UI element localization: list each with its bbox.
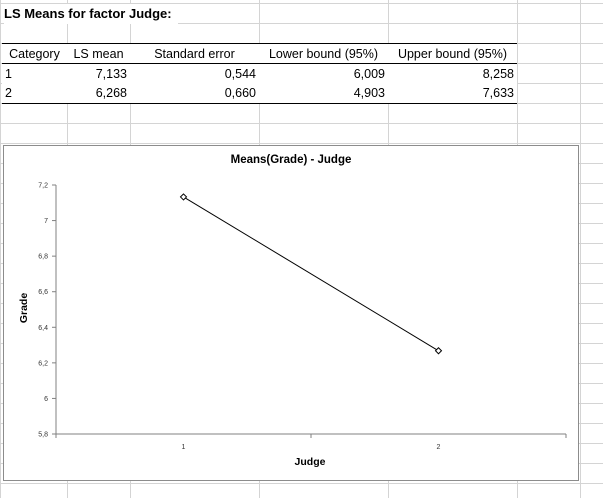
results-title[interactable]: LS Means for factor Judge: — [4, 4, 178, 24]
y-tick-label: 6,8 — [38, 254, 48, 261]
x-axis-title[interactable]: Judge — [295, 456, 326, 468]
y-tick-label: 5,8 — [38, 432, 48, 439]
cell-standard-error[interactable]: 0,660 — [130, 83, 259, 104]
x-tick-label: 2 — [437, 444, 441, 451]
cell-ls-mean[interactable]: 6,268 — [67, 83, 130, 104]
y-tick-label: 6,4 — [38, 325, 48, 332]
header-ls-mean[interactable]: LS mean — [67, 43, 130, 64]
header-category[interactable]: Category — [2, 43, 67, 64]
series-line — [183, 196, 439, 352]
cell-ls-mean[interactable]: 7,133 — [95, 66, 127, 81]
cell-lower-bound[interactable]: 6,009 — [353, 66, 385, 81]
cell-upper-bound[interactable]: 7,633 — [388, 83, 517, 104]
cell-category[interactable]: 1 — [5, 66, 12, 81]
y-axis-title[interactable]: Grade — [18, 293, 30, 324]
header-standard-error[interactable]: Standard error — [130, 43, 259, 64]
means-chart[interactable]: Means(Grade) - Judge Judge Grade 5,8 6 6,2… — [3, 145, 579, 481]
cell-upper-bound[interactable]: 8,258 — [482, 66, 514, 81]
header-lower-bound[interactable]: Lower bound (95%) — [259, 43, 388, 64]
cell-standard-error[interactable]: 0,544 — [224, 66, 256, 81]
table-header-row: Category LS mean Standard error Lower bo… — [2, 43, 517, 64]
cell-category[interactable]: 2 — [2, 83, 67, 104]
chart-axes: 5,8 6 6,2 6,4 6,6 6,8 7 7,2 1 2 — [38, 183, 567, 451]
data-point-marker — [434, 347, 443, 355]
header-upper-bound[interactable]: Upper bound (95%) — [388, 43, 517, 64]
y-tick-label: 6,6 — [38, 289, 48, 296]
y-tick-label: 6,2 — [38, 360, 48, 367]
y-tick-label: 6 — [44, 396, 48, 403]
column-divider — [580, 0, 581, 498]
table-row: 2 6,268 0,660 4,903 7,633 — [2, 83, 517, 104]
x-tick-label: 1 — [182, 444, 186, 451]
ls-means-table: Category LS mean Standard error Lower bo… — [2, 43, 517, 104]
chart-marks — [179, 193, 443, 355]
cell-lower-bound[interactable]: 4,903 — [259, 83, 388, 104]
chart-canvas: Means(Grade) - Judge Judge Grade 5,8 6 6,2… — [18, 154, 567, 468]
chart-title[interactable]: Means(Grade) - Judge — [231, 154, 352, 166]
y-tick-label: 7,2 — [38, 183, 48, 190]
y-tick-label: 7 — [44, 218, 48, 225]
table-row: 1 7,133 0,544 6,009 8,258 — [2, 64, 517, 84]
data-point-marker — [179, 193, 188, 201]
